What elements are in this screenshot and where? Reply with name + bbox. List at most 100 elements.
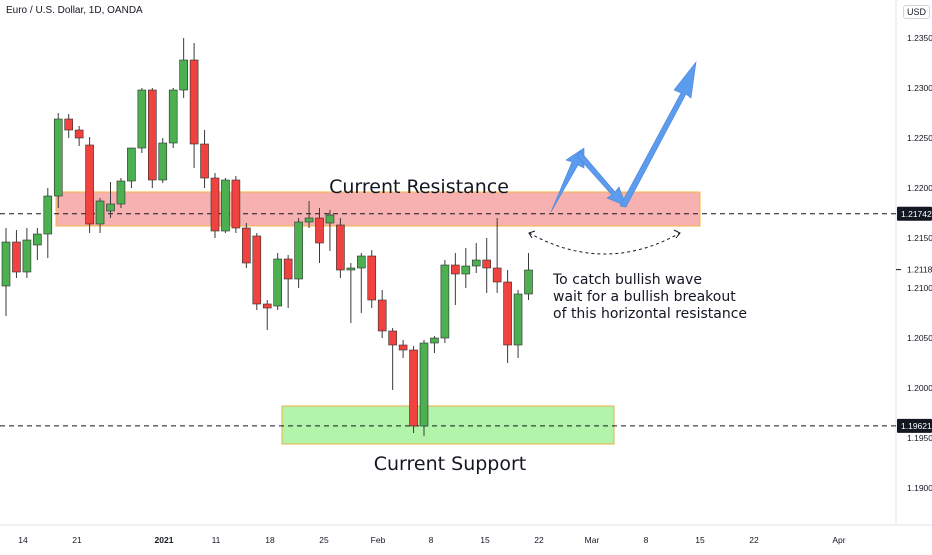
candle-body xyxy=(221,179,230,232)
candle xyxy=(440,260,450,343)
bullish-arrow-up-2 xyxy=(619,60,697,208)
candle xyxy=(304,201,314,228)
time-tick-label: Apr xyxy=(832,535,845,545)
candle-body xyxy=(43,195,53,235)
candle-body xyxy=(451,264,460,275)
time-tick-label: 22 xyxy=(534,535,544,545)
candle xyxy=(336,218,345,278)
candle-body xyxy=(503,281,512,346)
time-tick-label: Mar xyxy=(585,535,600,545)
candle xyxy=(127,147,136,188)
time-tick-label: Feb xyxy=(371,535,386,545)
candle-body xyxy=(22,239,32,273)
symbol-title[interactable]: Euro / U.S. Dollar, 1D, OANDA xyxy=(6,5,143,16)
price-tick-label: 1.21500 xyxy=(907,233,932,243)
candle-body xyxy=(95,200,105,225)
candle xyxy=(85,137,94,233)
price-tick-label: 1.19500 xyxy=(907,433,932,443)
candle xyxy=(430,336,439,353)
candle xyxy=(221,178,230,233)
candle xyxy=(137,88,147,153)
candle xyxy=(168,88,178,148)
candle xyxy=(116,178,126,208)
candle-body xyxy=(148,89,157,181)
candle-body xyxy=(85,144,94,225)
candle xyxy=(294,218,303,288)
candle xyxy=(419,340,429,436)
curved-arrow xyxy=(528,232,681,255)
bullish-arrow-down xyxy=(576,150,627,207)
candle-body xyxy=(471,259,481,267)
candle xyxy=(12,230,21,278)
time-tick-label: 25 xyxy=(319,535,329,545)
price-label-box xyxy=(897,418,932,433)
candle-body xyxy=(12,241,21,273)
candle-body xyxy=(200,143,209,179)
candle xyxy=(210,173,220,238)
candle-body xyxy=(388,330,397,346)
candle-body xyxy=(231,179,241,229)
candle xyxy=(346,263,356,323)
candle-body xyxy=(179,59,188,91)
candle-body xyxy=(210,177,220,232)
time-tick-label: 15 xyxy=(695,535,705,545)
curved-arrow-head-right xyxy=(673,229,681,239)
candle-body xyxy=(356,255,366,269)
candle-body xyxy=(346,267,356,271)
candle xyxy=(377,290,387,338)
candle xyxy=(513,290,523,358)
candle-body xyxy=(1,241,11,287)
candle-body xyxy=(242,227,251,264)
candle-body xyxy=(419,342,429,427)
price-tick-label: 1.19000 xyxy=(907,483,932,493)
bullish-arrow-up-1 xyxy=(550,147,585,213)
support-label: Current Support xyxy=(374,453,527,475)
candle-body xyxy=(189,59,199,145)
candle-body xyxy=(524,269,533,295)
candle-body xyxy=(513,293,523,346)
candle xyxy=(315,208,324,263)
candle-body xyxy=(53,118,63,197)
candle xyxy=(471,243,481,273)
note-line: To catch bullish wave xyxy=(552,272,702,288)
price-label-box xyxy=(897,206,932,221)
zones-layer xyxy=(55,191,701,445)
candle xyxy=(325,210,335,251)
time-axis[interactable]: 14 21 2021 11 18 25 Feb 8 15 22 Mar 8 15 22 Apr xyxy=(18,535,846,545)
currency-badge[interactable]: USD xyxy=(903,5,931,19)
candle-body xyxy=(294,221,303,280)
candle-body xyxy=(74,129,84,139)
candle xyxy=(398,340,408,358)
candle-body xyxy=(461,265,471,275)
time-tick-label: 15 xyxy=(480,535,490,545)
price-tick-label: 1.21000 xyxy=(907,283,932,293)
time-tick-label: 11 xyxy=(212,535,221,545)
candle xyxy=(179,38,188,98)
candle-body xyxy=(430,337,439,344)
candle xyxy=(43,188,53,258)
candle xyxy=(367,250,377,308)
candle xyxy=(74,126,84,146)
candle-body xyxy=(409,349,418,427)
candle xyxy=(200,130,209,188)
candle-body xyxy=(262,303,272,309)
candle xyxy=(95,198,105,233)
price-label: 1.21742 xyxy=(901,209,932,219)
price-tick-label: 1.23000 xyxy=(907,83,932,93)
candle xyxy=(262,300,272,330)
time-tick-label: 8 xyxy=(429,535,434,545)
time-tick-label: 14 xyxy=(18,535,28,545)
candle-body xyxy=(168,89,178,144)
price-axis[interactable]: 1.23500 1.23000 1.22500 1.22000 1.21500 1.210… xyxy=(896,33,932,493)
candle-body xyxy=(377,299,387,332)
candle-body xyxy=(304,217,314,223)
candle-body xyxy=(440,264,450,339)
candle-body xyxy=(482,259,492,269)
price-tick-label: 1.22500 xyxy=(907,133,932,143)
candle xyxy=(273,253,283,310)
candle xyxy=(388,328,397,390)
support-zone xyxy=(281,405,615,445)
candle xyxy=(524,253,533,300)
